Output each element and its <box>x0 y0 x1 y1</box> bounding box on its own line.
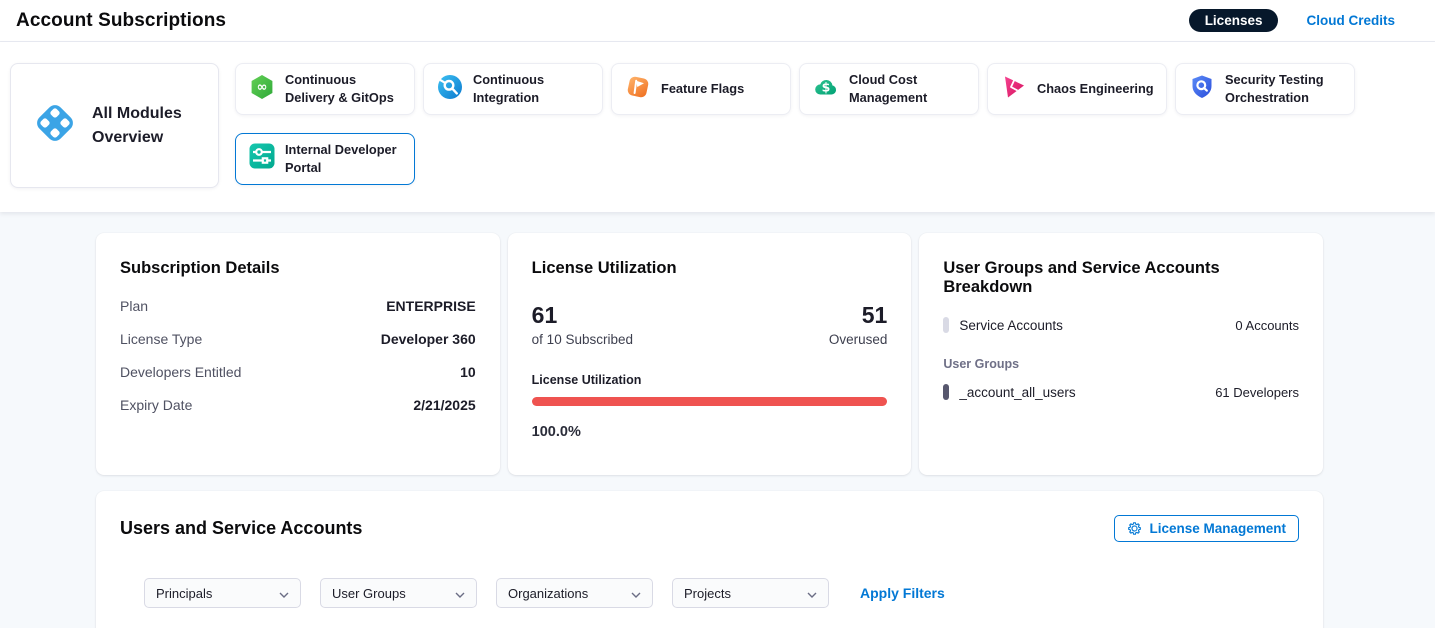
subscription-details-title: Subscription Details <box>120 259 280 277</box>
projects-filter-dropdown[interactable]: Projects <box>672 578 829 608</box>
tab-cloud-credits[interactable]: Cloud Credits <box>1306 13 1395 28</box>
gear-icon <box>1127 521 1142 536</box>
module-grid: ∞ Continuous Delivery & GitOps Continuou… <box>235 63 1365 188</box>
license-type-row: License Type Developer 360 <box>120 331 476 347</box>
apply-filters-link[interactable]: Apply Filters <box>860 585 945 601</box>
svg-text:∞: ∞ <box>257 80 268 95</box>
chaos-module-icon <box>1001 74 1027 105</box>
utilization-bar-fill <box>531 397 888 406</box>
user-groups-filter-dropdown[interactable]: User Groups <box>320 578 477 608</box>
page-title: Account Subscriptions <box>16 9 227 31</box>
module-card-feature-flags[interactable]: Feature Flags <box>611 63 791 115</box>
module-card-cloud-cost[interactable]: $ Cloud Cost Management <box>799 63 979 115</box>
idp-module-icon <box>249 143 275 174</box>
ci-module-icon <box>437 74 463 105</box>
user-groups-subhead: User Groups <box>943 357 1020 371</box>
chevron-down-icon <box>279 586 289 601</box>
service-accounts-marker <box>943 317 950 333</box>
module-card-chaos[interactable]: Chaos Engineering <box>987 63 1167 115</box>
user-group-marker <box>943 384 950 400</box>
developers-entitled-row: Developers Entitled 10 <box>120 364 476 380</box>
user-group-row: _account_all_users 61 Developers <box>943 384 1299 400</box>
header-tabs: Licenses Cloud Credits <box>1188 9 1395 32</box>
breakdown-card: User Groups and Service Accounts Breakdo… <box>919 233 1324 475</box>
all-modules-overview-card[interactable]: All Modules Overview <box>10 63 219 188</box>
overused-count: 51 <box>861 302 888 328</box>
used-stat: 61 of 10 Subscribed <box>532 302 633 347</box>
chevron-down-icon <box>807 586 817 601</box>
used-caption: of 10 Subscribed <box>531 332 633 347</box>
overused-caption: Overused <box>828 332 888 347</box>
svg-text:$: $ <box>822 79 831 94</box>
chevron-down-icon <box>631 586 641 601</box>
module-card-ci[interactable]: Continuous Integration <box>423 63 603 115</box>
service-accounts-row: Service Accounts 0 Accounts <box>943 317 1299 333</box>
users-section-title: Users and Service Accounts <box>120 518 363 538</box>
cloud-cost-module-icon: $ <box>813 74 839 105</box>
stats-row: Subscription Details Plan ENTERPRISE Lic… <box>96 233 1324 475</box>
license-utilization-card: License Utilization 61 of 10 Subscribed … <box>507 233 912 475</box>
top-header: Account Subscriptions Licenses Cloud Cre… <box>0 0 1435 42</box>
utilization-bar-label: License Utilization <box>531 373 642 387</box>
all-modules-icon <box>31 99 79 152</box>
license-management-button[interactable]: License Management <box>1114 515 1299 542</box>
feature-flags-module-icon <box>625 74 651 105</box>
expiry-date-row: Expiry Date 2/21/2025 <box>120 397 476 413</box>
utilization-bar <box>531 397 888 406</box>
principals-filter-dropdown[interactable]: Principals <box>144 578 301 608</box>
module-card-idp[interactable]: Internal Developer Portal <box>235 132 415 185</box>
users-and-service-accounts-card: Users and Service Accounts License Manag… <box>96 491 1323 628</box>
filters-row: Principals User Groups Organizations Pro… <box>120 578 1299 608</box>
license-utilization-title: License Utilization <box>531 259 677 277</box>
organizations-filter-dropdown[interactable]: Organizations <box>496 578 653 608</box>
sto-module-icon <box>1189 74 1215 105</box>
module-card-sto[interactable]: Security Testing Orchestration <box>1175 63 1355 115</box>
breakdown-title: User Groups and Service Accounts Breakdo… <box>943 259 1220 296</box>
utilization-percent: 100.0% <box>531 424 581 440</box>
subscription-details-card: Subscription Details Plan ENTERPRISE Lic… <box>96 233 500 475</box>
all-modules-overview-label: All Modules Overview <box>92 104 182 146</box>
overused-stat: 51 Overused <box>829 302 888 347</box>
module-card-cd-gitops[interactable]: ∞ Continuous Delivery & GitOps <box>235 63 415 115</box>
cd-gitops-module-icon: ∞ <box>249 74 275 105</box>
plan-row: Plan ENTERPRISE <box>120 298 476 314</box>
module-selector-band: All Modules Overview ∞ Continuous Delive… <box>0 42 1435 212</box>
used-count: 61 <box>531 302 558 328</box>
chevron-down-icon <box>455 586 465 601</box>
tab-licenses[interactable]: Licenses <box>1188 9 1279 32</box>
